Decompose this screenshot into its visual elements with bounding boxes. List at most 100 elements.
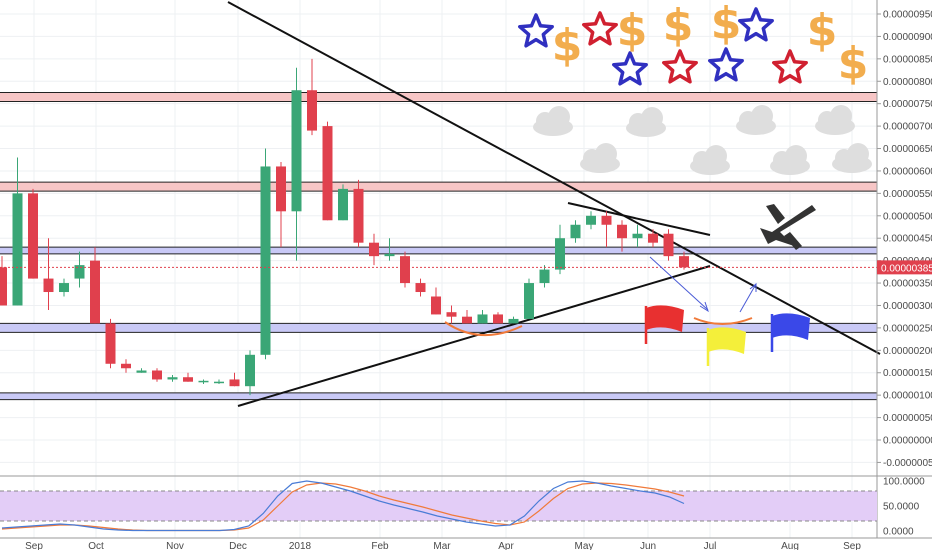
candle <box>59 278 69 297</box>
candle-body <box>648 233 658 243</box>
dollar-icon: $ <box>838 38 869 89</box>
star-icon <box>738 7 774 42</box>
candle-body <box>524 283 534 319</box>
candle <box>105 318 116 369</box>
price-tick-label: 0.00000950 <box>883 10 932 21</box>
candle <box>152 368 162 382</box>
cloud-icon <box>736 105 776 135</box>
candle-body <box>384 253 395 257</box>
short-resistance-line <box>567 202 711 236</box>
flag-cloth <box>708 327 746 354</box>
oscillator-k-line <box>1 480 685 532</box>
candle-body <box>291 90 302 212</box>
blue-flag-icon <box>770 313 810 352</box>
candle-body <box>617 224 627 239</box>
cloud-icon <box>832 143 872 173</box>
sticker-decorations: $ $ $ $ $$ <box>518 0 872 366</box>
candle-body <box>555 238 565 270</box>
candle <box>555 224 565 275</box>
dollar-icon: $ <box>617 5 648 56</box>
time-tick-label: Oct <box>88 541 104 550</box>
time-tick-label: 2018 <box>289 541 312 550</box>
candle-body <box>245 354 255 387</box>
yellow-flag-icon <box>706 327 746 366</box>
jet-wing-top <box>766 204 785 224</box>
candle <box>369 233 379 266</box>
candle-body <box>477 314 488 324</box>
time-tick-label: Feb <box>371 541 389 550</box>
candle-body <box>74 265 85 279</box>
time-tick-label: Mar <box>433 541 451 550</box>
time-axis: Sep Oct Nov Dec 2018 Feb Mar Apr May Jun Jul Aug Sep <box>25 541 861 550</box>
candle-body <box>462 316 472 324</box>
trendlines <box>227 1 881 407</box>
candle <box>291 67 302 261</box>
price-tick-label: 0.00000100 <box>883 391 932 402</box>
price-tick-label: 0.00000150 <box>883 368 932 379</box>
star-icon <box>708 47 744 82</box>
candle <box>214 379 224 384</box>
price-tick-label: 0.00000550 <box>883 189 932 200</box>
time-tick-label: Sep <box>843 541 861 550</box>
candle <box>12 157 23 306</box>
price-tick-label: 0.00000900 <box>883 32 932 43</box>
ascending-trendline <box>237 265 711 407</box>
candle <box>90 247 100 324</box>
candle <box>183 372 193 382</box>
candle-body <box>12 193 23 306</box>
candle <box>322 121 333 221</box>
candle <box>462 309 472 324</box>
candle <box>121 359 131 373</box>
candle <box>570 220 581 243</box>
candle <box>167 374 178 382</box>
time-tick-label: Sep <box>25 541 43 550</box>
price-tick-label: 0.00000500 <box>883 211 932 222</box>
candle-body <box>0 267 7 306</box>
horizontal-zones <box>0 91 877 401</box>
candle <box>648 229 658 248</box>
oscillator-d-line <box>1 482 685 532</box>
price-tick-label: 0.00000700 <box>883 122 932 133</box>
projection-arrowhead-down <box>699 301 709 313</box>
projection-arrowhead-up <box>749 282 757 292</box>
candle-body <box>152 370 162 380</box>
dollar-icon: $ <box>552 20 583 71</box>
price-tick-label: 0.00000350 <box>883 279 932 290</box>
candle-body <box>167 377 178 380</box>
red-zone <box>0 182 877 192</box>
candle-body <box>415 283 426 293</box>
blue-zone <box>0 323 877 333</box>
oscillator-tick-label: 50.0000 <box>883 502 920 513</box>
candle <box>384 238 395 261</box>
price-axis: 0.00000950 0.00000900 0.00000850 0.00000800… <box>877 10 932 469</box>
cloud-icon <box>770 145 810 175</box>
price-tick-label: 0.00000450 <box>883 234 932 245</box>
candle-body <box>43 278 54 293</box>
oscillator-tick-label: 0.0000 <box>883 527 914 538</box>
candle <box>307 58 317 136</box>
candle-body <box>28 193 38 279</box>
price-tick-label: 0.00000200 <box>883 346 932 357</box>
candle-body <box>539 269 550 284</box>
oscillator-tick-label: 100.0000 <box>883 477 925 488</box>
candle-body <box>446 312 457 317</box>
dollar-icon: $ <box>807 5 838 56</box>
candle <box>229 372 240 387</box>
descending-trendline <box>227 1 881 355</box>
candle-body <box>586 215 596 225</box>
candle-body <box>214 381 224 384</box>
candle-body <box>508 318 519 324</box>
last-price-badge-bg <box>877 260 932 275</box>
candle-body <box>338 188 348 221</box>
price-tick-label: 0.00000050 <box>883 413 932 424</box>
candle <box>508 316 519 324</box>
price-tick-label: 0.00000850 <box>883 54 932 65</box>
candle-body <box>105 323 116 364</box>
cloud-icon <box>815 105 855 135</box>
candle-body <box>493 314 503 324</box>
small-cup-curve <box>693 317 753 325</box>
candle-body <box>353 188 364 243</box>
price-tick-label: 0.00000300 <box>883 301 932 312</box>
